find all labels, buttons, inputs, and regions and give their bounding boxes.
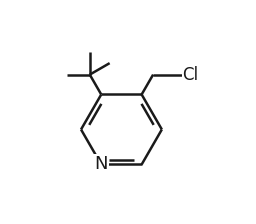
Text: Cl: Cl	[183, 66, 199, 84]
Text: N: N	[94, 155, 108, 173]
